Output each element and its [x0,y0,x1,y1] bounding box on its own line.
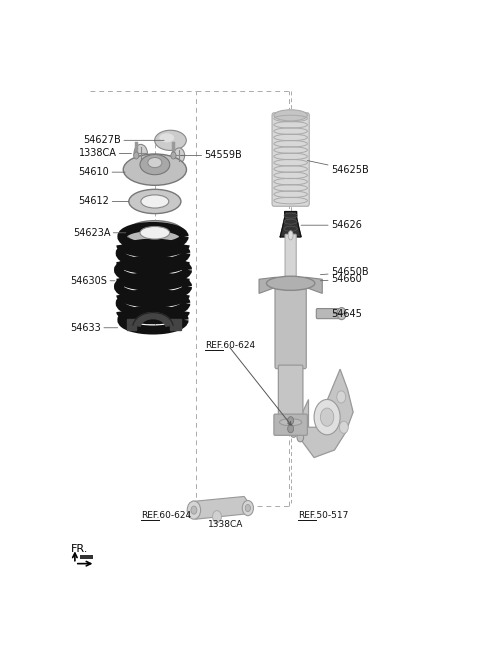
Polygon shape [81,554,94,559]
Circle shape [171,152,176,159]
Circle shape [290,427,297,438]
Circle shape [242,501,253,516]
Text: 54645: 54645 [331,308,362,319]
Text: FR.: FR. [71,544,88,554]
Ellipse shape [148,157,162,168]
Polygon shape [299,369,353,458]
Circle shape [337,308,346,319]
Ellipse shape [266,276,315,291]
Text: 54626: 54626 [301,220,362,230]
Circle shape [187,501,201,519]
Ellipse shape [123,154,186,185]
Circle shape [321,408,334,426]
Text: 54559B: 54559B [181,150,242,161]
FancyBboxPatch shape [274,414,307,436]
Ellipse shape [288,231,293,240]
Circle shape [133,152,139,159]
Ellipse shape [140,226,170,239]
Ellipse shape [274,110,307,121]
Ellipse shape [129,190,181,214]
Circle shape [191,506,197,514]
FancyBboxPatch shape [272,113,309,206]
Text: REF.50-517: REF.50-517 [298,511,348,520]
Ellipse shape [276,281,305,291]
Polygon shape [280,212,301,237]
Text: 54630S: 54630S [71,276,115,286]
Polygon shape [127,319,135,330]
FancyBboxPatch shape [278,365,303,424]
Text: 54612: 54612 [79,196,129,207]
Circle shape [134,144,147,163]
Circle shape [314,400,340,435]
Circle shape [337,391,346,403]
Text: REF.60-624: REF.60-624 [205,341,255,350]
Text: 54610: 54610 [79,167,125,177]
Polygon shape [188,497,250,519]
FancyBboxPatch shape [316,308,343,319]
FancyBboxPatch shape [285,234,296,287]
Text: 54627B: 54627B [84,135,164,146]
Text: 54650B: 54650B [321,267,369,277]
Text: REF.60-624: REF.60-624 [141,511,191,520]
Text: 54623A: 54623A [73,228,126,237]
Ellipse shape [279,419,302,426]
FancyBboxPatch shape [275,284,306,369]
Ellipse shape [140,155,170,174]
Text: 1338CA: 1338CA [79,148,132,159]
Polygon shape [133,313,173,326]
Ellipse shape [159,133,174,142]
Circle shape [173,148,185,163]
Polygon shape [259,277,276,293]
Circle shape [288,424,294,433]
Circle shape [297,433,304,442]
Ellipse shape [155,131,186,150]
Circle shape [288,417,294,424]
Ellipse shape [126,220,184,245]
Circle shape [339,421,348,434]
Text: 1338CA: 1338CA [208,520,243,529]
Text: 54625B: 54625B [307,161,369,174]
Ellipse shape [141,195,169,208]
Polygon shape [170,319,181,330]
Circle shape [245,504,251,512]
Text: 54633: 54633 [71,323,118,333]
Text: 54660: 54660 [321,274,361,284]
Polygon shape [305,277,322,293]
Circle shape [213,510,221,523]
